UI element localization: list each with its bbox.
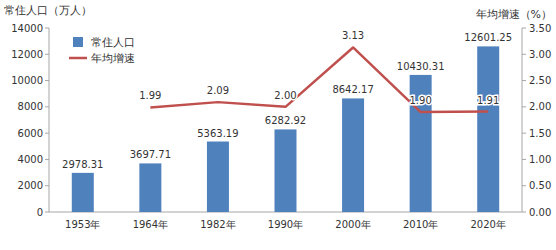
y-axis [49, 28, 50, 212]
legend-label: 年均增速 [91, 52, 135, 65]
y-tick [45, 133, 49, 134]
x-tick-label: 2010年 [403, 219, 438, 230]
y-tick-label: 6000 [18, 128, 43, 139]
y-tick [45, 185, 49, 186]
x-tick-label: 2000年 [335, 219, 370, 230]
y2-tick-label: 0.50 [529, 180, 551, 191]
y2-tick-label: 1.00 [529, 154, 551, 165]
x-tick-label: 1982年 [200, 219, 235, 230]
chart: 常住人口（万人） 年均增速（%） 0 2000 4000 6000 8000 10000 120… [0, 0, 556, 250]
line-label: 1.90 [410, 95, 432, 106]
y2-tick-label: 2.50 [529, 75, 551, 86]
y-tick [45, 28, 49, 29]
bar [342, 98, 364, 212]
legend: 常住人口年均增速 [69, 36, 135, 65]
y2-tick [522, 159, 526, 160]
y2-tick [522, 54, 526, 55]
y2-tick [522, 106, 526, 107]
line-label: 2.09 [207, 85, 229, 96]
bar-label: 5363.19 [197, 128, 238, 139]
data-labels: 2978.31 3697.71 5363.19 6282.92 8642.17 10430… [62, 30, 512, 169]
bar-label: 12601.25 [464, 32, 512, 43]
line-label: 1.91 [477, 95, 499, 106]
y-tick-label: 0 [37, 207, 43, 218]
y-axis-title: 常住人口（万人） [4, 4, 92, 17]
bar [139, 163, 161, 212]
bar [477, 46, 499, 212]
y-tick-label: 2000 [18, 180, 43, 191]
bar-label: 3697.71 [130, 149, 171, 160]
y-tick-label: 4000 [18, 154, 43, 165]
y-tick [45, 80, 49, 81]
y2-tick [522, 185, 526, 186]
x-tick-label: 1990年 [268, 219, 303, 230]
y2-tick-label: 3.50 [529, 23, 551, 34]
bar-label: 8642.17 [332, 84, 373, 95]
y2-tick-label: 1.50 [529, 128, 551, 139]
x-tick-label: 1964年 [133, 219, 168, 230]
y-tick-label: 8000 [18, 101, 43, 112]
y-tick-label: 10000 [11, 75, 43, 86]
y-tick [45, 106, 49, 107]
line-label: 2.00 [274, 90, 296, 101]
bar [72, 173, 94, 212]
y2-tick [522, 80, 526, 81]
y2-axis-title: 年均增速（%） [476, 8, 552, 21]
y-tick-label: 14000 [11, 23, 43, 34]
y-tick-label: 12000 [11, 49, 43, 60]
y2-tick [522, 212, 526, 213]
bar [275, 129, 297, 212]
x-tick-label: 1953年 [65, 219, 100, 230]
legend-swatch [69, 57, 87, 60]
line-label: 1.99 [139, 90, 161, 101]
y2-tick [522, 28, 526, 29]
bar [207, 142, 229, 212]
bar-label: 10430.31 [397, 61, 445, 72]
bar [410, 75, 432, 212]
legend-swatch [73, 37, 83, 47]
y-tick [45, 54, 49, 55]
line-label: 3.13 [342, 30, 364, 41]
x-tick-label: 2020年 [470, 219, 505, 230]
bar-label: 6282.92 [265, 115, 306, 126]
legend-label: 常住人口 [91, 36, 135, 49]
bar-label: 2978.31 [62, 159, 103, 170]
line [150, 47, 488, 112]
y-tick [45, 212, 49, 213]
y2-axis [522, 28, 523, 212]
y2-tick-label: 2.00 [529, 101, 551, 112]
y2-tick-label: 3.00 [529, 49, 551, 60]
y2-tick-label: 0.00 [529, 207, 551, 218]
y2-tick [522, 133, 526, 134]
y-tick [45, 159, 49, 160]
plot-area [72, 46, 499, 212]
